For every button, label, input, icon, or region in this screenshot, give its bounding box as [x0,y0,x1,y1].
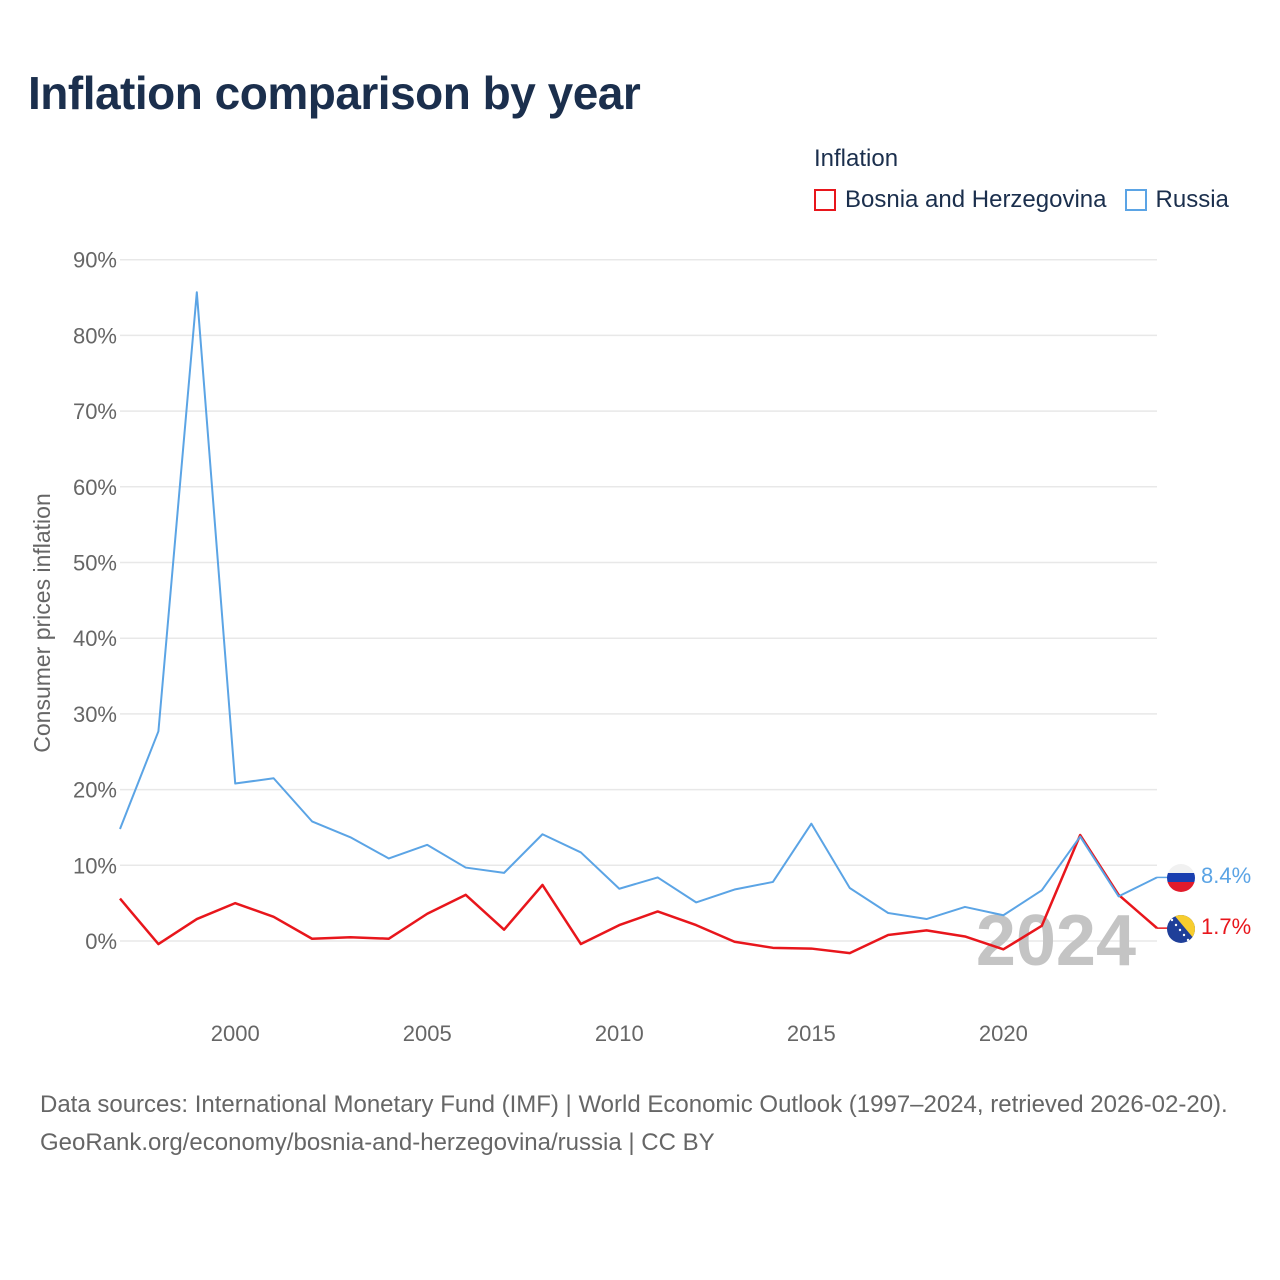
x-tick-label: 2005 [403,1021,452,1046]
y-tick-label: 10% [73,853,117,878]
legend-item-russia[interactable]: Russia [1124,186,1229,214]
legend-label-bosnia: Bosnia and Herzegovina [845,186,1107,213]
y-tick-label: 60% [73,475,117,500]
x-tick-labels: 2000 2005 2010 2015 2020 [211,1021,1028,1046]
y-tick-label: 40% [73,626,117,651]
end-label-russia: 8.4% [1201,863,1251,888]
x-tick-label: 2020 [979,1021,1028,1046]
series-line-bosnia[interactable] [119,833,1158,955]
y-tick-label: 50% [73,551,117,576]
x-tick-label: 2010 [595,1021,644,1046]
legend-swatch-bosnia [814,189,836,211]
y-tick-label: 90% [73,248,117,273]
y-axis-label: Consumer prices inflation [29,493,55,753]
x-tick-label: 2015 [787,1021,836,1046]
credit-link[interactable]: GeoRank.org/economy/bosnia-and-herzegovi… [40,1129,715,1156]
legend-swatch-russia [1124,189,1147,211]
legend-label-russia: Russia [1155,186,1229,213]
y-tick-label: 80% [73,323,117,348]
series-lines [119,291,1168,955]
chart-title: Inflation comparison by year [28,67,641,119]
legend-title: Inflation [814,145,899,172]
y-gridlines [120,258,1157,942]
y-tick-label: 0% [85,929,117,954]
y-tick-labels: 0% 10% 20% 30% 40% 50% 60% 70% 80% 90% [73,248,117,954]
year-watermark: 2024 [976,901,1136,981]
x-tick-label: 2000 [211,1021,260,1046]
legend-item-bosnia[interactable]: Bosnia and Herzegovina [814,186,1107,214]
y-tick-label: 20% [73,778,117,803]
end-label-bosnia: 1.7% [1201,914,1251,939]
series-line-russia[interactable] [119,291,1158,921]
y-tick-label: 30% [73,702,117,727]
footer: Data sources: International Monetary Fun… [40,1086,1250,1162]
flag-bosnia-icon [1167,915,1195,943]
chart-canvas: 0%10%20%30%40%50%60%70%80%90% 2000 2005 20… [29,248,1251,1046]
source-note: Data sources: International Monetary Fun… [40,1091,1228,1118]
legend: Bosnia and Herzegovina Russia [814,186,1229,214]
y-tick-label: 70% [73,399,117,424]
flag-russia-icon [1167,864,1195,892]
